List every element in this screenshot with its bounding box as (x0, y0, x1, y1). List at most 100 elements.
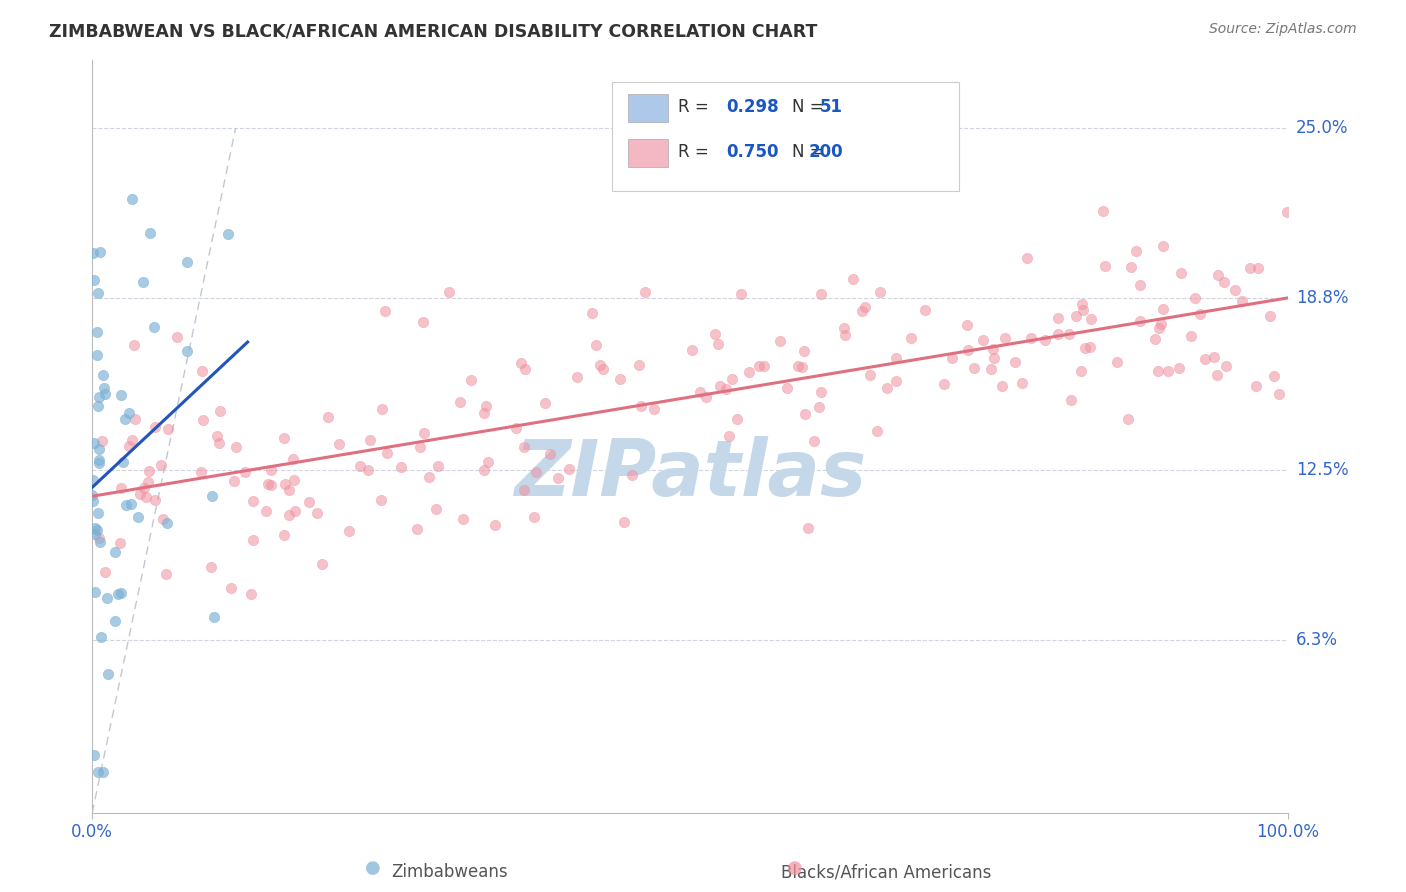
Point (1268, 387, 1291, 401)
Point (389, 460, 412, 475)
Point (191, 413, 214, 427)
Point (613, 516, 636, 530)
Text: 0.298: 0.298 (725, 98, 779, 116)
Point (1033, 333, 1056, 347)
Text: 25.0%: 25.0% (1296, 120, 1348, 137)
Point (1206, 268, 1229, 282)
Text: ZIMBABWEAN VS BLACK/AFRICAN AMERICAN DISABILITY CORRELATION CHART: ZIMBABWEAN VS BLACK/AFRICAN AMERICAN DIS… (49, 22, 817, 40)
Point (84, 527, 107, 541)
Point (222, 474, 245, 488)
Point (157, 422, 180, 436)
Point (1066, 309, 1088, 323)
Point (132, 275, 155, 289)
Point (714, 382, 737, 396)
Point (1263, 369, 1285, 384)
Point (284, 504, 307, 518)
Point (89, 535, 111, 549)
Point (460, 373, 482, 387)
Point (208, 404, 231, 418)
Point (866, 424, 889, 438)
Point (1019, 331, 1042, 345)
Point (143, 420, 166, 434)
Point (695, 390, 717, 404)
Point (143, 319, 166, 334)
Point (449, 395, 471, 409)
Point (993, 331, 1015, 345)
Point (108, 536, 131, 550)
Point (981, 343, 1004, 357)
Point (547, 471, 569, 485)
Point (201, 489, 224, 503)
Point (418, 470, 440, 484)
Point (90, 631, 112, 645)
Point (104, 545, 127, 559)
Point (406, 522, 429, 536)
Point (630, 399, 652, 413)
Point (1017, 251, 1039, 265)
Point (412, 425, 434, 440)
Point (681, 343, 703, 357)
Point (1094, 259, 1116, 273)
Point (1239, 260, 1261, 275)
Text: ZIPatlas: ZIPatlas (515, 436, 866, 512)
Point (509, 356, 531, 370)
Point (124, 411, 146, 425)
Point (121, 433, 143, 447)
Point (533, 396, 555, 410)
Text: 18.8%: 18.8% (1296, 289, 1348, 307)
Point (83, 585, 105, 599)
Point (1184, 291, 1206, 305)
Point (86, 326, 108, 340)
Point (807, 401, 830, 415)
Point (156, 516, 179, 530)
Point (1223, 283, 1246, 297)
Point (89, 244, 111, 259)
Point (409, 441, 432, 455)
Point (359, 434, 381, 448)
Point (1070, 364, 1092, 378)
Point (200, 560, 222, 574)
Point (298, 494, 321, 508)
Point (86, 348, 108, 362)
Point (328, 437, 350, 451)
Point (1091, 204, 1114, 219)
Point (1202, 350, 1225, 364)
Text: Zimbabweans: Zimbabweans (392, 863, 508, 881)
Point (208, 436, 231, 450)
Point (581, 306, 603, 320)
Point (274, 477, 297, 491)
Point (149, 458, 172, 472)
Point (370, 401, 392, 416)
Point (114, 412, 136, 426)
Point (524, 465, 547, 479)
Point (1074, 341, 1097, 355)
Point (425, 501, 447, 516)
Point (1129, 277, 1152, 292)
Point (884, 374, 907, 388)
Point (609, 372, 631, 386)
Point (477, 455, 499, 469)
Point (886, 351, 908, 365)
Point (111, 455, 134, 469)
Point (86, 764, 108, 779)
Point (84, 521, 107, 535)
Point (110, 481, 132, 495)
Point (82, 494, 104, 508)
Point (1047, 327, 1070, 342)
Point (1047, 310, 1070, 325)
Point (941, 351, 963, 365)
Point (775, 381, 797, 395)
Point (1244, 379, 1267, 393)
Text: 0.750: 0.750 (725, 144, 779, 161)
Point (1150, 317, 1173, 331)
Point (1147, 321, 1170, 335)
Point (1194, 352, 1216, 367)
Point (1152, 301, 1174, 316)
Point (1116, 411, 1139, 425)
Point (1105, 355, 1128, 369)
Point (1060, 392, 1083, 407)
Text: 200: 200 (808, 144, 844, 161)
Point (374, 304, 396, 318)
Point (132, 481, 155, 495)
Point (207, 428, 229, 442)
